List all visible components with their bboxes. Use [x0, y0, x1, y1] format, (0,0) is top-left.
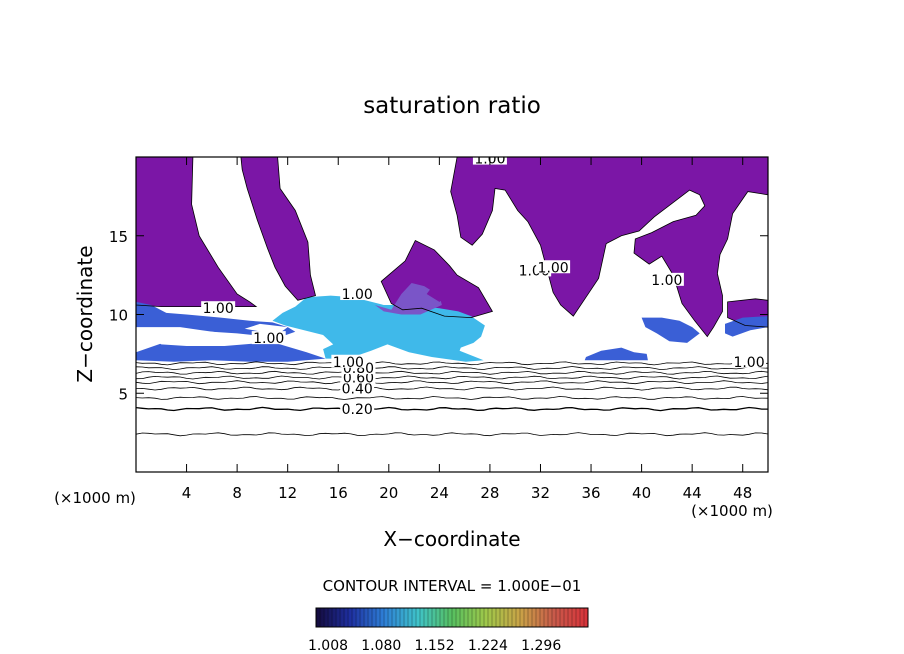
- contour-label-group: 1.00: [251, 331, 286, 347]
- contour-label-bg: [732, 354, 767, 368]
- mixed-region-center: [374, 283, 442, 315]
- x-axis: 4 8 12 16 20 24 28 32 36 40 44 48: [182, 157, 752, 502]
- contour-label-group: 1.00: [340, 287, 375, 303]
- contour-1.00-outline-3: [380, 239, 494, 319]
- colorbar: 1.008 1.080 1.152 1.224 1.296: [308, 607, 589, 654]
- contour-1.00-outline-4: [727, 298, 768, 328]
- x-tick-label: 12: [278, 484, 297, 502]
- contour-label: 1.00: [538, 260, 569, 276]
- colorbar-tick-label: 1.080: [361, 638, 401, 654]
- contour-label: 1.00: [253, 331, 284, 347]
- y-tick-label: 10: [109, 307, 128, 325]
- x-axis-unit-right: (×1000 m): [691, 502, 773, 520]
- contour-line-layer: [136, 157, 768, 437]
- contour-label-group: 1.00: [201, 301, 236, 317]
- purple-region-center-top: [426, 273, 460, 302]
- contour-label-bg: [340, 381, 375, 395]
- contour-label-layer: 0.200.400.600.801.001.001.001.001.001.00…: [201, 157, 767, 418]
- contour-0.7: [136, 370, 768, 375]
- x-tick-label: 16: [329, 484, 348, 502]
- y-tick-label: 15: [109, 228, 128, 246]
- contour-1.00-outline-2: [450, 157, 768, 338]
- purple-region-right: [450, 157, 768, 337]
- blue-region-right-blob: [584, 347, 648, 361]
- contour-0.6: [136, 375, 768, 380]
- x-tick-label: 4: [182, 484, 192, 502]
- contour-label-group: 1.00: [732, 354, 767, 371]
- contour-label-group: 0.40: [340, 381, 375, 398]
- contour-label-bg: [649, 272, 684, 286]
- x-tick-label: 8: [232, 484, 242, 502]
- contour-label: 1.00: [651, 273, 682, 289]
- saturation-fill-layer: [136, 157, 768, 362]
- contour-label: 0.40: [342, 382, 373, 398]
- x-axis-title: X−coordinate: [383, 527, 520, 551]
- contour-label-bg: [331, 354, 366, 368]
- contour-label-bg: [536, 260, 571, 274]
- contour-1.00-outline-1: [240, 157, 316, 301]
- contour-1.00-outline-0: [136, 157, 258, 308]
- colorbar-ticks: 1.008 1.080 1.152 1.224 1.296: [308, 638, 561, 654]
- contour-0.4: [136, 386, 768, 391]
- contour-label: 1.00: [733, 355, 764, 371]
- contour-0.8: [136, 366, 768, 371]
- x-tick-label: 28: [480, 484, 499, 502]
- colorbar-stripes: [319, 608, 585, 627]
- x-tick-label: 32: [531, 484, 550, 502]
- contour-label-bg: [201, 301, 236, 315]
- contour-label-bg: [340, 287, 375, 301]
- purple-region-column: [240, 157, 316, 301]
- contour-label: 0.60: [343, 371, 374, 387]
- colorbar-tick-label: 1.296: [521, 638, 561, 654]
- y-axis-title: Z−coordinate: [73, 245, 97, 382]
- x-tick-label: 24: [430, 484, 449, 502]
- x-tick-label: 48: [733, 484, 752, 502]
- contour-label-bg: [340, 402, 375, 415]
- contour-0.5: [136, 380, 768, 385]
- contour-0.2: [136, 406, 768, 412]
- contour-0.9: [136, 361, 768, 366]
- contour-interval-label: CONTOUR INTERVAL = 1.000E−01: [323, 577, 582, 595]
- contour-label: 0.20: [342, 402, 373, 418]
- y-tick-label: 5: [118, 385, 128, 403]
- plot-area: 0.200.400.600.801.001.001.001.001.001.00…: [136, 157, 768, 472]
- contour-label: 1.00: [342, 287, 373, 303]
- purple-region-left: [136, 157, 257, 307]
- x-tick-label: 36: [581, 484, 600, 502]
- cyan-region-main: [272, 295, 485, 362]
- contour-label-group: 0.20: [340, 402, 375, 418]
- chart-title: saturation ratio: [363, 93, 541, 119]
- colorbar-tick-label: 1.152: [415, 638, 455, 654]
- contour-label-bg: [251, 331, 286, 345]
- colorbar-tick-label: 1.224: [468, 638, 508, 654]
- x-tick-label: 20: [379, 484, 398, 502]
- y-axis: 5 10 15: [109, 228, 768, 403]
- contour-label-group: 1.00: [649, 272, 684, 289]
- contour-0.3: [136, 396, 768, 400]
- clear-pocket-left: [151, 331, 286, 346]
- x-axis-unit-left: (×1000 m): [54, 489, 136, 507]
- clear-pocket-mid: [244, 323, 288, 332]
- colorbar-tick-label: 1.008: [308, 638, 348, 654]
- contour-label: 1.00: [203, 301, 234, 317]
- x-tick-label: 40: [632, 484, 651, 502]
- x-tick-label: 44: [683, 484, 702, 502]
- blue-region-right-band: [641, 317, 700, 343]
- contour-0.1: [136, 432, 768, 437]
- contour-label-group: 1.00: [536, 260, 571, 276]
- contour-label-group: 1.00: [331, 354, 366, 371]
- contour-label: 1.00: [333, 355, 364, 371]
